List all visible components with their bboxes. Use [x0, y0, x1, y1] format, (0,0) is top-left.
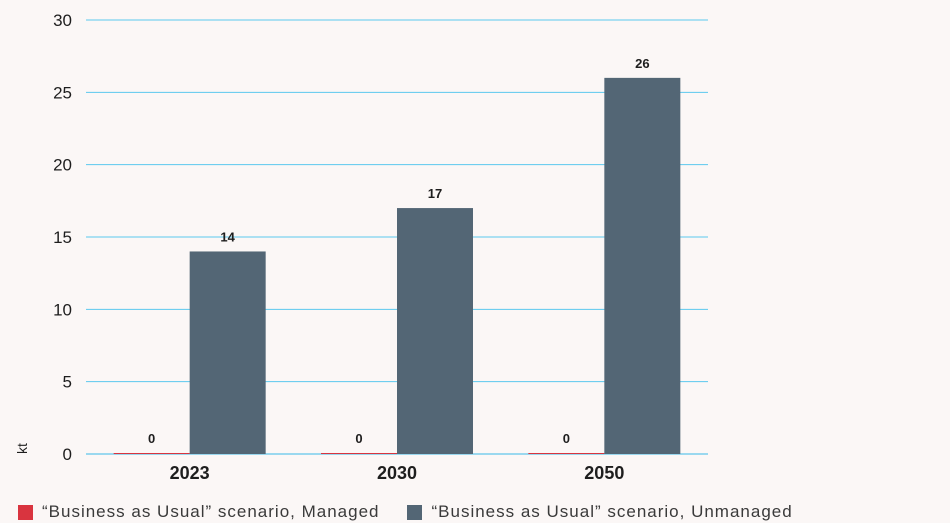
- y-tick-label: 5: [63, 373, 72, 392]
- legend-swatch-unmanaged: [407, 504, 423, 520]
- data-label: 0: [563, 431, 570, 446]
- y-tick-label: 20: [53, 156, 72, 175]
- bar-managed-2050: [528, 453, 605, 454]
- y-tick-label: 0: [63, 445, 72, 464]
- data-labels: 0 14 0 17 0 26: [148, 56, 650, 446]
- data-label: 14: [220, 229, 235, 244]
- y-tick-label: 30: [53, 11, 72, 30]
- y-axis-label: kt: [14, 443, 30, 454]
- x-category-label: 2030: [377, 463, 417, 483]
- bars: [113, 77, 681, 454]
- data-label: 0: [355, 431, 362, 446]
- x-category-label: 2023: [170, 463, 210, 483]
- y-axis-ticks: 0 5 10 15 20 25 30: [53, 11, 72, 464]
- legend-item-unmanaged: “Business as Usual” scenario, Unmanaged: [407, 502, 792, 522]
- y-tick-label: 25: [53, 83, 72, 102]
- x-axis-categories: 2023 2030 2050: [170, 463, 625, 483]
- legend-label-managed: “Business as Usual” scenario, Managed: [42, 502, 380, 521]
- bar-managed-2030: [321, 453, 397, 454]
- bar-managed-2023: [113, 453, 190, 454]
- data-label: 0: [148, 431, 155, 446]
- x-category-label: 2050: [584, 463, 624, 483]
- y-tick-label: 10: [53, 300, 72, 319]
- y-tick-label: 15: [53, 228, 72, 247]
- bar-unmanaged-2023: [189, 251, 266, 454]
- legend-label-unmanaged: “Business as Usual” scenario, Unmanaged: [431, 502, 793, 521]
- bar-chart: 0 5 10 15 20 25 30 0 14 0 17 0 26 2023 2030 2050 kt: [14, 11, 708, 483]
- legend-item-managed: “Business as Usual” scenario, Managed: [18, 502, 379, 522]
- bar-unmanaged-2030: [397, 208, 473, 454]
- legend: “Business as Usual” scenario, Managed “B…: [18, 501, 793, 523]
- legend-swatch-managed: [18, 504, 33, 520]
- data-label: 17: [428, 186, 442, 201]
- bar-unmanaged-2050: [604, 77, 681, 454]
- data-label: 26: [635, 56, 649, 71]
